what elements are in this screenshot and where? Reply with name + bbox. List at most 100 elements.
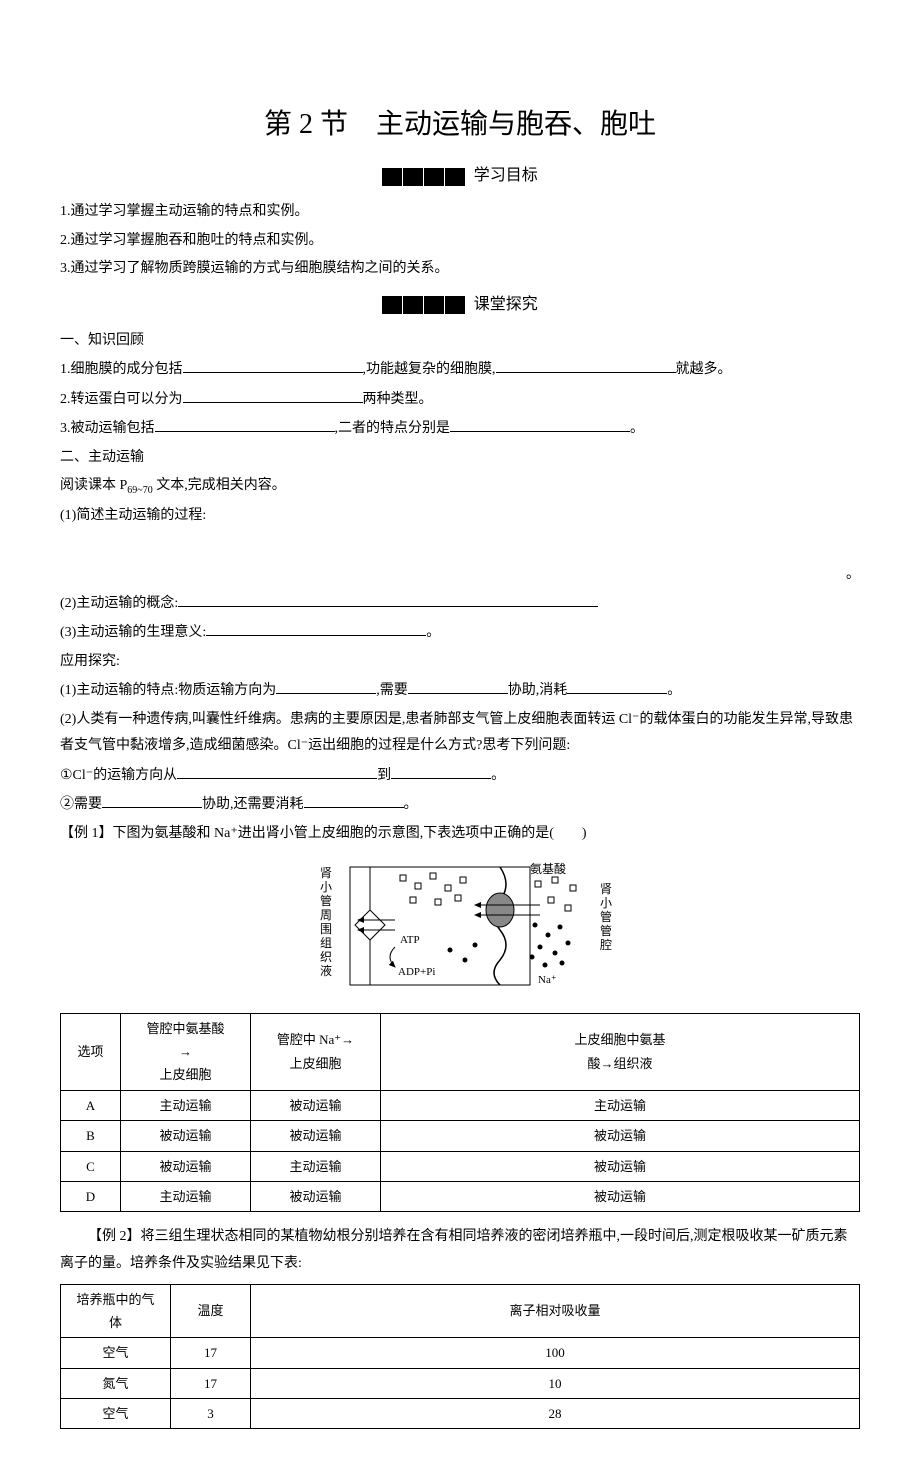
text: (2)主动运输的概念: [60, 596, 178, 611]
table-row: A主动运输被动运输主动运输 [61, 1090, 860, 1120]
diagram-na-label: Na⁺ [538, 974, 557, 986]
fill-blank[interactable] [836, 561, 846, 578]
review-heading: 一、知识回顾 [60, 328, 860, 355]
text: ,需要 [376, 683, 408, 698]
active-heading: 二、主动运输 [60, 445, 860, 472]
decor-box [445, 296, 465, 314]
fill-blank[interactable] [391, 762, 491, 779]
text: 。 [667, 683, 681, 698]
td: 被动运输 [381, 1121, 860, 1151]
text: 协助,消耗 [508, 683, 568, 698]
app2-1: ①Cl⁻的运输方向从到。 [60, 762, 860, 789]
text: 协助,还需要消耗 [202, 797, 304, 812]
review-line: 1.细胞膜的成分包括,功能越复杂的细胞膜,就越多。 [60, 356, 860, 383]
td: 28 [251, 1399, 860, 1429]
diagram-adp: ADP+Pi [398, 966, 435, 978]
subscript: 69~70 [127, 485, 152, 496]
text: (1)简述主动运输的过程: [60, 508, 206, 523]
decor-box [382, 296, 402, 314]
diagram-cotransporter [486, 893, 514, 927]
fill-blank[interactable] [177, 762, 377, 779]
text: 两种类型。 [363, 392, 433, 407]
th: 管腔中 Na⁺→ 上皮细胞 [251, 1013, 381, 1090]
fill-blank[interactable] [850, 531, 860, 548]
fill-blank[interactable] [155, 415, 335, 432]
q1-end: 。 [60, 561, 860, 588]
td: 空气 [61, 1399, 171, 1429]
text: 1.细胞膜的成分包括 [60, 362, 183, 377]
td: 主动运输 [251, 1151, 381, 1181]
explore-label: 课堂探究 [474, 296, 538, 313]
th: 离子相对吸收量 [251, 1284, 860, 1338]
table-row: C被动运输主动运输被动运输 [61, 1151, 860, 1181]
app2-2: ②需要协助,还需要消耗。 [60, 791, 860, 818]
fill-blank[interactable] [304, 791, 404, 808]
td: C [61, 1151, 121, 1181]
text: 3.被动运输包括 [60, 421, 155, 436]
fill-blank[interactable] [496, 356, 676, 373]
text: 。 [426, 625, 440, 640]
td: D [61, 1181, 121, 1211]
decor-box [445, 168, 465, 186]
text: ①Cl⁻的运输方向从 [60, 768, 177, 783]
td: 被动运输 [381, 1151, 860, 1181]
text: 到 [377, 768, 391, 783]
ex2-prompt: 【例 2】将三组生理状态相同的某植物幼根分别培养在含有相同培养液的密闭培养瓶中,… [60, 1224, 860, 1277]
text: ,二者的特点分别是 [335, 421, 451, 436]
decor-box [424, 168, 444, 186]
explore-header: 课堂探究 [60, 291, 860, 320]
example1: 【例 1】下图为氨基酸和 Na⁺进出肾小管上皮细胞的示意图,下表选项中正确的是(… [60, 821, 860, 1213]
table-row: 空气17100 [61, 1338, 860, 1368]
td: 氮气 [61, 1368, 171, 1398]
q1-cont [60, 531, 860, 558]
diagram-transporter [355, 910, 385, 940]
fill-blank[interactable] [206, 619, 426, 636]
goal-item: 1.通过学习掌握主动运输的特点和实例。 [60, 199, 860, 226]
decor-box [382, 168, 402, 186]
ex2-table: 培养瓶中的气 体 温度 离子相对吸收量 空气17100 氮气1710 空气328 [60, 1284, 860, 1430]
goal-item: 3.通过学习了解物质跨膜运输的方式与细胞膜结构之间的关系。 [60, 256, 860, 283]
th: 选项 [61, 1013, 121, 1090]
td: 3 [171, 1399, 251, 1429]
td: 空气 [61, 1338, 171, 1368]
fill-blank[interactable] [102, 791, 202, 808]
td: A [61, 1090, 121, 1120]
diagram-aa-label: 氨基酸 [530, 861, 566, 876]
text: 。 [846, 567, 860, 582]
decor-box [403, 168, 423, 186]
fill-blank[interactable] [567, 677, 667, 694]
td: 被动运输 [251, 1181, 381, 1211]
fill-blank[interactable] [450, 415, 630, 432]
fill-blank[interactable] [178, 590, 598, 607]
decor-box [403, 296, 423, 314]
goals-label: 学习目标 [474, 167, 538, 184]
q1: (1)简述主动运输的过程: [60, 502, 860, 529]
diagram-left-label: 肾小管周围组织液 [320, 866, 332, 978]
app2: (2)人类有一种遗传病,叫囊性纤维病。患病的主要原因是,患者肺部支气管上皮细胞表… [60, 707, 860, 760]
text: 2.转运蛋白可以分为 [60, 392, 183, 407]
td: 被动运输 [121, 1151, 251, 1181]
fill-blank[interactable] [206, 502, 216, 519]
td: 被动运输 [251, 1090, 381, 1120]
td: 17 [171, 1368, 251, 1398]
q3: (3)主动运输的生理意义:。 [60, 619, 860, 646]
text: ,功能越复杂的细胞膜, [363, 362, 496, 377]
text: 。 [630, 421, 644, 436]
th: 温度 [171, 1284, 251, 1338]
diagram-na-dots-in [448, 943, 478, 963]
text: ②需要 [60, 797, 102, 812]
app-heading: 应用探究: [60, 649, 860, 676]
table-row: D主动运输被动运输被动运输 [61, 1181, 860, 1211]
fill-blank[interactable] [183, 356, 363, 373]
diagram-na-dots [530, 923, 571, 968]
fill-blank[interactable] [183, 386, 363, 403]
fill-blank[interactable] [276, 677, 376, 694]
table-row: 氮气1710 [61, 1368, 860, 1398]
ex1-table: 选项 管腔中氨基酸 → 上皮细胞 管腔中 Na⁺→ 上皮细胞 上皮细胞中氨基 酸… [60, 1013, 860, 1213]
fill-blank[interactable] [408, 677, 508, 694]
goals-list: 1.通过学习掌握主动运输的特点和实例。 2.通过学习掌握胞吞和胞吐的特点和实例。… [60, 199, 860, 283]
app1: (1)主动运输的特点:物质运输方向为,需要协助,消耗。 [60, 677, 860, 704]
text: 文本,完成相关内容。 [153, 478, 286, 493]
td: 被动运输 [251, 1121, 381, 1151]
example2: 【例 2】将三组生理状态相同的某植物幼根分别培养在含有相同培养液的密闭培养瓶中,… [60, 1224, 860, 1429]
